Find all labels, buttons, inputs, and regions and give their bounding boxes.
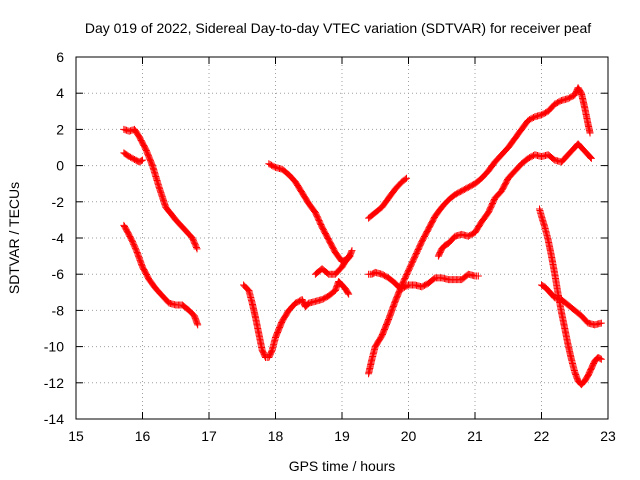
data-point — [137, 157, 145, 165]
axis-ticks: 15 16 17 18 19 20 21 22 23 -14 -12 -10 -8 -6 -4 -2 0 2 4 6 — [44, 49, 616, 444]
y-tick-label: 6 — [56, 49, 64, 65]
data-point — [344, 289, 352, 297]
series-11 — [538, 281, 605, 329]
data-point — [586, 129, 594, 137]
y-tick-label: -2 — [52, 194, 65, 210]
series-3 — [240, 277, 353, 361]
data-point — [139, 156, 146, 164]
chart-title: Day 019 of 2022, Sidereal Day-to-day VTE… — [85, 20, 591, 36]
grid-lines — [76, 57, 608, 419]
series-8 — [365, 84, 594, 378]
data-point — [345, 290, 353, 298]
x-tick-label: 15 — [68, 428, 84, 444]
series-4 — [265, 160, 354, 266]
y-tick-label: -8 — [52, 302, 65, 318]
y-axis-label: SDTVAR / TECUs — [6, 182, 22, 294]
data-point — [192, 244, 200, 251]
data-point — [403, 174, 410, 182]
data-point — [586, 153, 594, 161]
data-point — [474, 272, 482, 280]
data-point — [587, 153, 595, 161]
x-tick-label: 17 — [201, 428, 217, 444]
data-point — [596, 355, 604, 363]
y-tick-label: -12 — [44, 375, 64, 391]
y-tick-label: -4 — [52, 230, 65, 246]
data-marks — [120, 84, 605, 389]
data-point — [597, 355, 605, 363]
data-point — [587, 154, 595, 162]
x-tick-label: 22 — [534, 428, 550, 444]
series-5 — [311, 247, 356, 278]
x-tick-label: 19 — [334, 428, 350, 444]
data-point — [347, 248, 355, 256]
series-0 — [120, 125, 201, 253]
x-tick-label: 20 — [401, 428, 417, 444]
series-10 — [536, 205, 605, 389]
data-point — [401, 175, 409, 183]
data-point — [348, 247, 356, 255]
y-tick-label: -10 — [44, 339, 64, 355]
y-tick-label: -14 — [44, 411, 64, 427]
series-9 — [434, 140, 595, 260]
y-tick-label: 4 — [56, 85, 64, 101]
data-point — [194, 321, 202, 329]
series-1 — [120, 149, 146, 166]
data-point — [193, 245, 201, 253]
y-tick-label: -6 — [52, 266, 65, 282]
x-tick-label: 23 — [600, 428, 616, 444]
series-6 — [365, 174, 410, 222]
x-axis-label: GPS time / hours — [289, 458, 396, 474]
y-tick-label: 2 — [56, 121, 64, 137]
series-7 — [365, 268, 482, 293]
x-tick-label: 21 — [467, 428, 483, 444]
y-tick-label: 0 — [56, 158, 64, 174]
x-tick-label: 18 — [268, 428, 284, 444]
data-point — [597, 319, 605, 327]
series-2 — [120, 221, 202, 329]
x-tick-label: 16 — [135, 428, 151, 444]
